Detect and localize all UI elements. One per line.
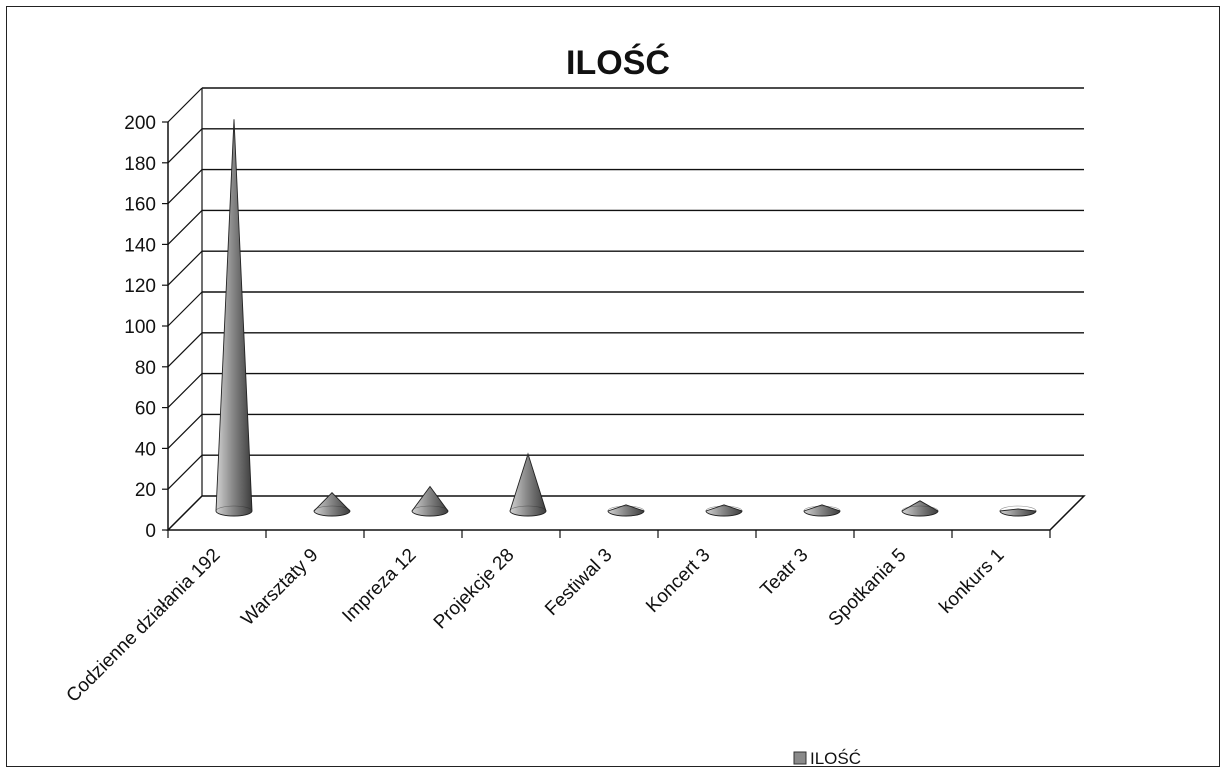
x-tick-label: Spotkania 5 [825, 545, 911, 631]
legend: ILOŚĆ [793, 749, 861, 768]
gridline-diagonal [167, 128, 203, 164]
gridline-diagonal [167, 209, 203, 245]
gridline-diagonal [167, 373, 203, 409]
cone-base [705, 505, 743, 517]
x-tick-label: Koncert 3 [642, 545, 714, 617]
x-tick-label: Codzienne działania 192 [63, 545, 225, 707]
y-tick-label: 0 [145, 521, 156, 542]
cone-base [803, 505, 841, 517]
gridline-diagonal [167, 169, 203, 205]
gridline-diagonal [167, 413, 203, 449]
gridline-diagonal [167, 291, 203, 327]
cone-base [411, 505, 449, 517]
chart-title: ILOŚĆ [566, 44, 670, 82]
y-axis-ticks: 0 20 40 60 80 100 120 140 160 180 200 [124, 113, 168, 542]
x-axis-labels: Codzienne działania 192 Warsztaty 9 Imprez… [63, 545, 1009, 707]
y-tick-label: 20 [135, 480, 156, 501]
gridline-diagonal [167, 332, 203, 368]
x-tick-label: Projekcje 28 [430, 545, 519, 634]
gridline-diagonal [167, 454, 203, 490]
cone-bar [411, 485, 449, 517]
cone-bar [215, 119, 253, 517]
legend-label: ILOŚĆ [810, 749, 861, 768]
x-tick-label: Festiwal 3 [541, 545, 616, 620]
y-tick-label: 100 [124, 317, 156, 338]
cone-body [509, 452, 547, 517]
cone-body [999, 508, 1037, 517]
cone-bar [509, 452, 547, 517]
y-tick-label: 160 [124, 195, 156, 216]
y-tick-label: 200 [124, 113, 156, 134]
cone-bar [999, 505, 1037, 517]
x-tick-label: Impreza 12 [338, 545, 420, 627]
cone-bar [803, 504, 841, 517]
cone-base [901, 505, 939, 517]
legend-swatch [793, 751, 807, 765]
cone-series [215, 119, 1037, 517]
y-tick-label: 40 [135, 439, 156, 460]
gridline-diagonal [167, 87, 203, 123]
y-tick-label: 60 [135, 399, 156, 420]
cone-bar [901, 500, 939, 517]
gridline-diagonal [167, 250, 203, 286]
cone-bar [705, 504, 743, 517]
cone-base [999, 505, 1037, 517]
y-tick-label: 180 [124, 154, 156, 175]
chart-frame [6, 6, 1220, 767]
cone-body [215, 119, 253, 517]
x-tick-label: konkurs 1 [935, 545, 1008, 618]
cone-body [901, 500, 939, 517]
x-tick-label: Teatr 3 [757, 545, 813, 601]
y-tick-label: 80 [135, 358, 156, 379]
gridlines [166, 87, 1086, 538]
cone-body [411, 485, 449, 517]
cone-base [215, 505, 253, 517]
x-tick-label: Warsztaty 9 [237, 545, 322, 630]
cone-base [509, 505, 547, 517]
cone-base [313, 505, 351, 517]
y-tick-label: 140 [124, 235, 156, 256]
y-tick-label: 120 [124, 276, 156, 297]
cone-bar [313, 491, 351, 517]
cone-bar [607, 504, 645, 517]
cone-base [607, 505, 645, 517]
